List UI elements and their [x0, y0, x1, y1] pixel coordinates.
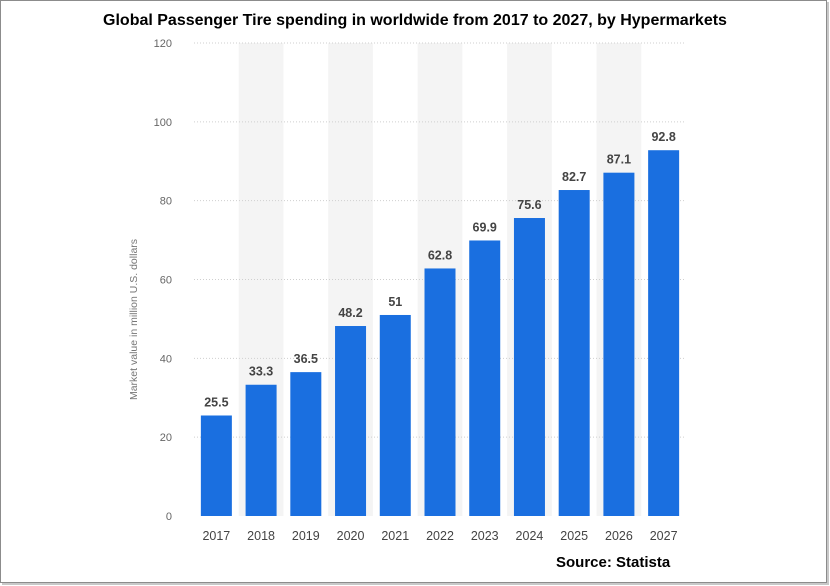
x-tick-label: 2025 [560, 529, 588, 543]
y-tick-label: 120 [154, 38, 172, 50]
data-label: 87.1 [607, 153, 631, 167]
bar [469, 240, 501, 517]
bar [245, 384, 277, 516]
x-tick-label: 2020 [337, 529, 365, 543]
bar [335, 326, 367, 516]
data-label: 62.8 [428, 248, 452, 262]
source-note: Source: Statista [556, 554, 671, 571]
data-label: 33.3 [249, 365, 273, 379]
y-tick-label: 80 [160, 196, 172, 208]
x-tick-label: 2021 [381, 529, 409, 543]
bar [290, 372, 322, 516]
y-axis-label: Market value in million U.S. dollars [128, 239, 140, 400]
data-label: 69.9 [473, 220, 497, 234]
data-labels: 25.5 33.3 36.5 48.2 51 62.8 69.9 75.6 82.7 87.1 92… [204, 130, 676, 409]
x-tick-label: 2024 [516, 529, 544, 543]
x-tick-label: 2022 [426, 529, 454, 543]
x-tick-label: 2026 [605, 529, 633, 543]
x-tick-label: 2017 [202, 529, 230, 543]
bars [200, 150, 680, 517]
bar [603, 172, 635, 516]
bar [513, 218, 545, 516]
x-tick-label: 2023 [471, 529, 499, 543]
data-label: 25.5 [204, 395, 228, 409]
y-axis-ticks: 0 20 40 60 80 100 120 [154, 38, 172, 523]
bar [379, 314, 411, 516]
data-label: 36.5 [294, 352, 318, 366]
y-tick-label: 60 [160, 275, 172, 287]
chart-title: Global Passenger Tire spending in worldw… [103, 12, 727, 29]
data-label: 48.2 [338, 306, 362, 320]
y-tick-label: 20 [160, 432, 172, 444]
x-tick-label: 2018 [247, 529, 275, 543]
y-tick-label: 40 [160, 353, 172, 365]
bar [558, 190, 590, 516]
y-tick-label: 0 [166, 511, 172, 523]
data-label: 75.6 [517, 198, 541, 212]
data-label: 51 [388, 295, 402, 309]
data-label: 92.8 [651, 130, 675, 144]
data-label: 82.7 [562, 170, 586, 184]
x-tick-label: 2019 [292, 529, 320, 543]
bar [424, 268, 456, 516]
x-axis-ticks: 2017 2018 2019 2020 2021 2022 2023 2024 2025 2026… [202, 529, 677, 543]
bar [200, 415, 232, 516]
y-tick-label: 100 [154, 117, 172, 129]
bar [648, 150, 680, 517]
x-tick-label: 2027 [650, 529, 678, 543]
